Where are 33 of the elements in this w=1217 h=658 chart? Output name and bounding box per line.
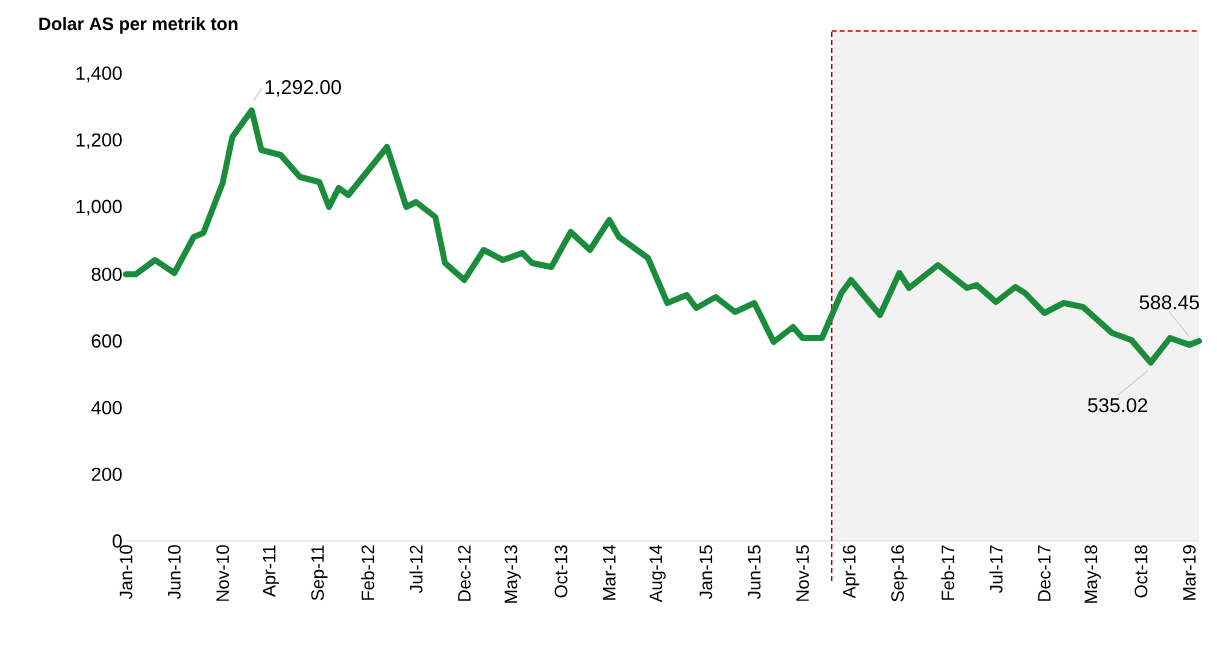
y-tick-label: 800 [91,267,122,282]
x-tick-label: Oct-13 [554,545,568,598]
x-tick-label: May-18 [1084,545,1101,603]
y-axis-title: Dolar AS per metrik ton [39,16,238,34]
x-tick-label: Jul-17 [989,545,1003,594]
x-tick-label: Jun-10 [167,545,181,600]
annotation: 535.02 [1088,398,1148,413]
x-tick-label: Nov-15 [796,545,809,601]
x-tick-label: Sep-11 [311,545,328,601]
x-tick-label: Oct-18 [1134,545,1148,598]
x-tick-label: Jun-15 [748,545,761,600]
x-tick-label: Apr-16 [842,545,860,599]
x-tick-label: Apr-11 [262,545,280,597]
annotation: 588.45 [1139,295,1199,310]
x-tick-label: Aug-14 [649,545,666,603]
x-tick-label: Mar-14 [603,545,616,600]
x-tick-label: Feb-17 [941,545,955,600]
y-tick-label: 600 [91,334,122,348]
x-tick-label: Dec-12 [457,545,471,601]
x-tick-label: Dec-17 [1038,545,1051,601]
x-tick-label: Jan-15 [699,545,713,600]
x-tick-label: Sep-16 [891,545,908,602]
y-tick-label: 1,400 [76,66,122,83]
y-tick-label: 400 [91,400,122,415]
x-tick-label: Feb-12 [361,545,375,600]
x-tick-label: Jul-12 [409,545,423,594]
y-tick-label: 200 [91,467,122,482]
x-tick-label: Mar-19 [1182,545,1196,600]
y-tick-label: 1,000 [76,199,122,216]
x-tick-label: May-13 [504,545,521,603]
y-tick-label: 1,200 [76,133,122,149]
x-tick-label: Nov-10 [216,545,230,601]
annotation: 1,292.00 [265,80,341,97]
